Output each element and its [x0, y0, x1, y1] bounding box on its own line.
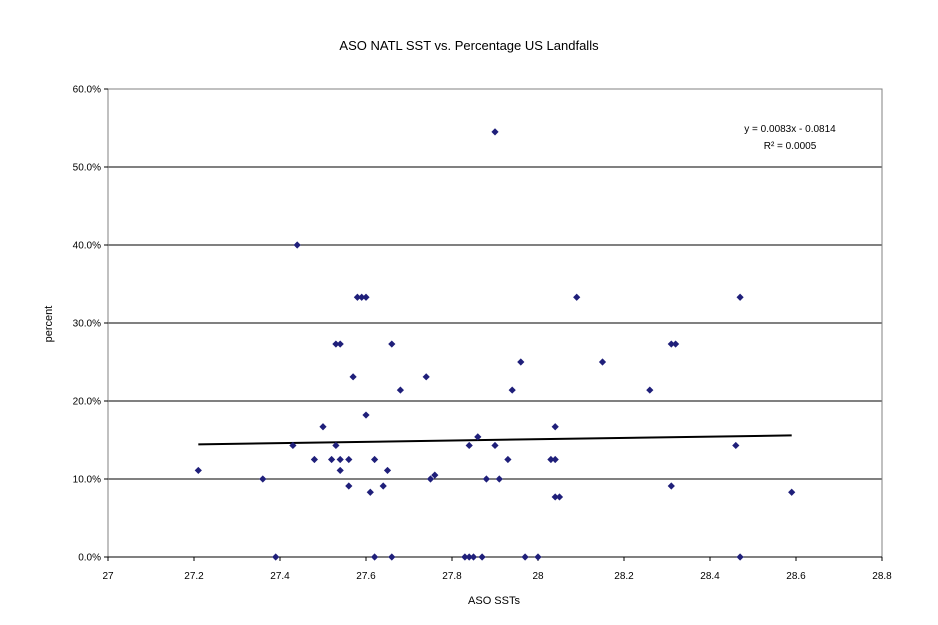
- data-point: [598, 358, 607, 366]
- data-point: [547, 455, 555, 464]
- y-tick-label: 10.0%: [73, 475, 101, 486]
- data-point: [478, 553, 486, 561]
- y-tick-label: 60.0%: [73, 85, 101, 96]
- x-tick-label: 27.2: [184, 571, 204, 582]
- data-point: [379, 482, 387, 490]
- data-point: [332, 441, 340, 450]
- data-point: [788, 488, 796, 496]
- data-point: [336, 466, 344, 475]
- data-point: [517, 358, 525, 366]
- y-tick-label: 20.0%: [73, 397, 101, 408]
- data-point: [345, 455, 353, 464]
- data-point: [491, 441, 499, 450]
- data-point: [482, 475, 490, 483]
- data-point: [194, 466, 202, 475]
- data-point: [469, 553, 478, 561]
- data-point: [551, 493, 559, 501]
- data-point: [732, 441, 740, 450]
- chart-title: ASO NATL SST vs. Percentage US Landfalls: [339, 38, 599, 53]
- data-point: [328, 455, 336, 464]
- data-point: [383, 466, 392, 475]
- x-axis-label: ASO SSTs: [468, 595, 520, 607]
- data-point: [336, 340, 344, 348]
- data-point: [349, 373, 357, 381]
- data-point: [371, 455, 379, 464]
- data-point: [388, 553, 396, 561]
- data-point: [289, 441, 297, 450]
- data-point: [672, 340, 680, 348]
- data-point: [491, 128, 499, 136]
- data-point: [353, 293, 361, 301]
- data-point: [736, 293, 744, 301]
- data-point: [358, 293, 366, 301]
- data-point: [667, 340, 675, 348]
- x-tick-label: 28: [532, 571, 544, 582]
- y-axis-ticks: 0.0% 10.0% 20.0% 30.0% 40.0% 50.0% 60.0%: [73, 85, 108, 564]
- y-tick-label: 40.0%: [73, 241, 101, 252]
- data-point: [366, 488, 374, 496]
- x-tick-label: 27.8: [442, 571, 462, 582]
- data-point: [534, 553, 542, 561]
- data-point: [396, 386, 404, 394]
- data-point: [474, 433, 482, 441]
- data-point: [465, 441, 473, 450]
- data-point: [465, 553, 473, 561]
- trend-equation: y = 0.0083x - 0.0814: [744, 124, 836, 135]
- data-point: [667, 482, 675, 490]
- data-point: [310, 455, 318, 464]
- data-point: [495, 475, 503, 483]
- trendline: [198, 434, 792, 446]
- data-point: [573, 293, 581, 301]
- data-point: [371, 553, 379, 561]
- data-point: [319, 423, 327, 431]
- data-point: [336, 455, 344, 464]
- data-point: [555, 493, 564, 501]
- data-point: [521, 553, 529, 561]
- data-point: [362, 411, 370, 419]
- data-point: [431, 471, 439, 479]
- data-points: [194, 128, 796, 561]
- r-squared-label: R² = 0.0005: [764, 141, 817, 152]
- data-point: [646, 386, 654, 394]
- data-point: [551, 423, 559, 431]
- data-point: [272, 553, 280, 561]
- x-tick-label: 27.4: [270, 571, 290, 582]
- x-tick-label: 28.6: [786, 571, 806, 582]
- data-point: [504, 455, 512, 464]
- data-point: [461, 553, 469, 561]
- data-point: [345, 482, 353, 490]
- x-tick-label: 28.8: [872, 571, 892, 582]
- data-point: [422, 373, 430, 381]
- x-tick-label: 28.4: [700, 571, 720, 582]
- y-tick-label: 30.0%: [73, 319, 101, 330]
- y-tick-label: 50.0%: [73, 163, 101, 174]
- data-point: [332, 340, 340, 348]
- x-tick-label: 27: [102, 571, 114, 582]
- x-axis-ticks: 27 27.2 27.4 27.6 27.8 28 28.2 28.4 28.6 28.8: [102, 556, 892, 582]
- x-tick-label: 27.6: [356, 571, 376, 582]
- y-axis-label: percent: [43, 306, 55, 343]
- data-point: [362, 293, 370, 301]
- data-point: [388, 340, 396, 348]
- data-point: [259, 475, 267, 483]
- data-point: [508, 386, 516, 394]
- data-point: [736, 553, 744, 561]
- data-point: [426, 475, 435, 483]
- y-tick-label: 0.0%: [78, 553, 101, 564]
- data-point: [293, 241, 301, 249]
- data-point: [551, 455, 559, 464]
- x-tick-label: 28.2: [614, 571, 634, 582]
